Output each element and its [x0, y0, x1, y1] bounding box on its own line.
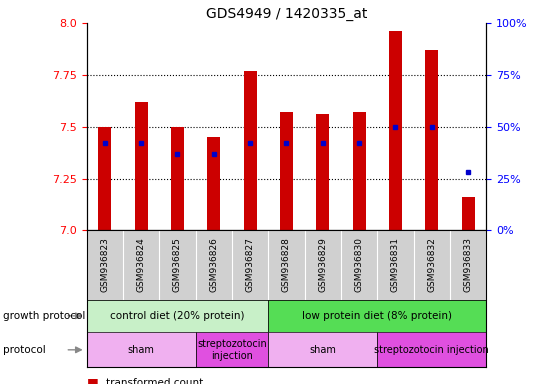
Text: growth protocol: growth protocol: [3, 311, 85, 321]
Bar: [462, 197, 475, 230]
Bar: [244, 71, 257, 230]
Text: GSM936824: GSM936824: [136, 238, 146, 292]
Title: GDS4949 / 1420335_at: GDS4949 / 1420335_at: [206, 7, 367, 21]
Bar: [377, 332, 486, 367]
Text: GSM936827: GSM936827: [245, 238, 255, 292]
Bar: [87, 332, 196, 367]
Text: GSM936829: GSM936829: [318, 238, 328, 292]
Bar: [135, 102, 148, 230]
Text: protocol: protocol: [3, 345, 45, 355]
Bar: [280, 112, 293, 230]
Text: GSM936823: GSM936823: [100, 238, 110, 292]
Text: transformed count: transformed count: [106, 378, 203, 384]
Text: control diet (20% protein): control diet (20% protein): [110, 311, 245, 321]
Bar: [268, 332, 377, 367]
Bar: [389, 31, 402, 230]
Bar: [207, 137, 220, 230]
Text: GSM936830: GSM936830: [354, 237, 364, 293]
Text: sham: sham: [127, 345, 155, 355]
Text: GSM936831: GSM936831: [391, 237, 400, 293]
Text: streptozotocin injection: streptozotocin injection: [375, 345, 489, 355]
Text: ■: ■: [87, 376, 98, 384]
Text: GSM936832: GSM936832: [427, 238, 437, 292]
Bar: [196, 332, 268, 367]
Text: sham: sham: [309, 345, 337, 355]
Text: GSM936828: GSM936828: [282, 238, 291, 292]
Text: GSM936825: GSM936825: [173, 238, 182, 292]
Bar: [98, 127, 111, 230]
Bar: [268, 300, 486, 332]
Bar: [87, 300, 268, 332]
Text: streptozotocin
injection: streptozotocin injection: [197, 339, 267, 361]
Bar: [353, 112, 366, 230]
Text: GSM936833: GSM936833: [463, 237, 473, 293]
Bar: [425, 50, 438, 230]
Text: low protein diet (8% protein): low protein diet (8% protein): [302, 311, 452, 321]
Bar: [316, 114, 329, 230]
Text: GSM936826: GSM936826: [209, 238, 219, 292]
Bar: [171, 127, 184, 230]
